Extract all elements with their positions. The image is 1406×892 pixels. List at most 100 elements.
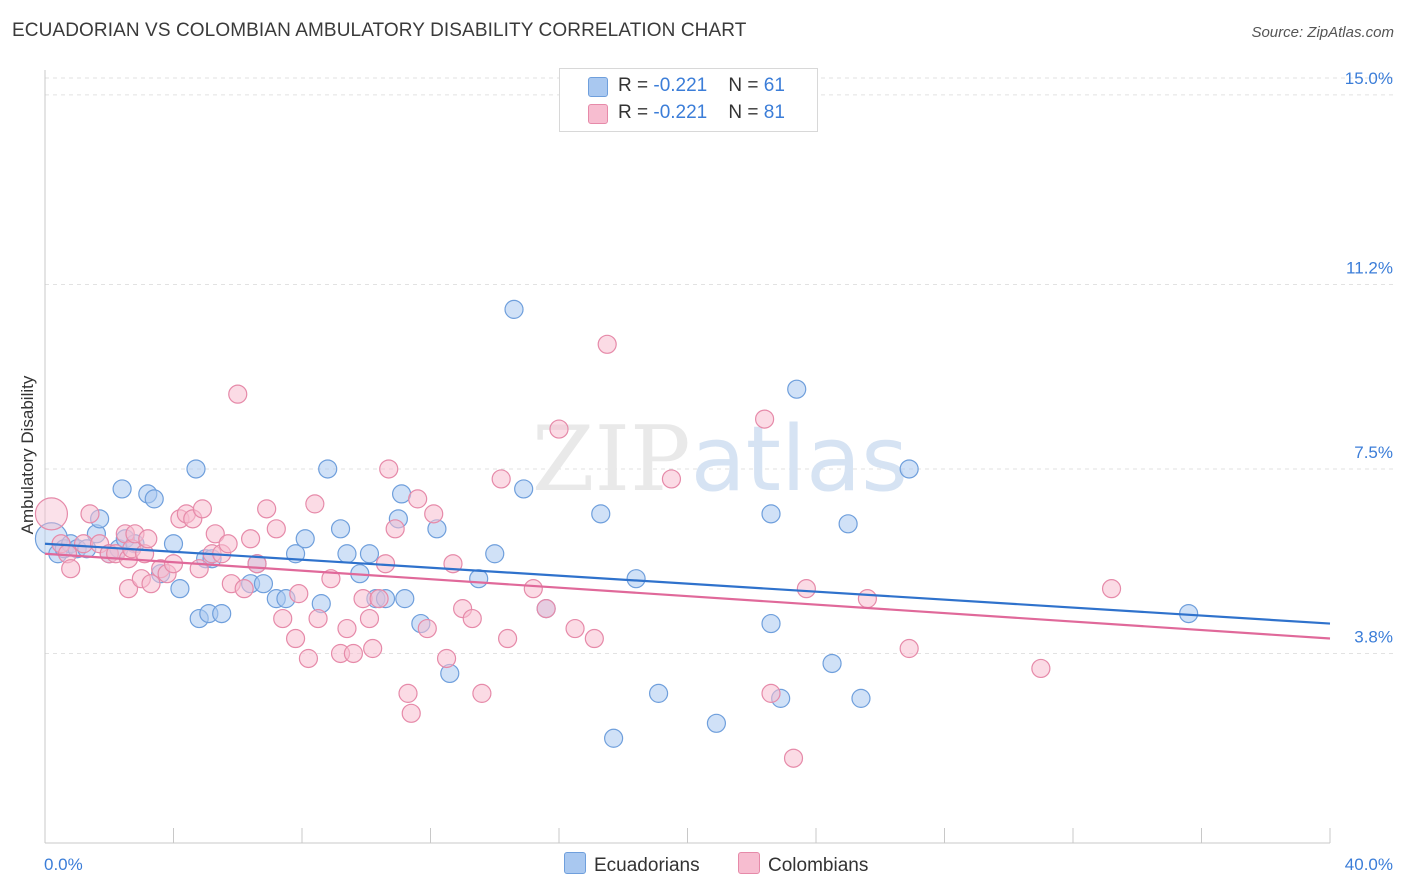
legend-swatch-ecuadorians <box>564 852 586 874</box>
point-colombians <box>498 628 518 649</box>
legend-item-ecuadorians[interactable]: Ecuadorians <box>564 852 700 877</box>
point-ecuadorians <box>112 479 132 499</box>
point-colombians <box>321 569 341 589</box>
point-colombians <box>523 579 543 599</box>
point-colombians <box>273 608 293 629</box>
correlation-legend: R = -0.221 N = 61 R = -0.221 N = 81 <box>559 68 818 132</box>
x-ticks <box>44 828 1331 843</box>
point-colombians <box>1101 579 1122 599</box>
legend-label-ecuadorians: Ecuadorians <box>594 855 700 876</box>
legend-r-label: R = <box>618 102 654 123</box>
point-colombians <box>337 618 357 639</box>
x-tick-label-min: 0.0% <box>44 855 83 874</box>
source-label: Source: ZipAtlas.com <box>1251 24 1394 41</box>
legend-label-colombians: Colombians <box>768 855 869 876</box>
point-colombians <box>549 419 569 439</box>
point-colombians <box>761 683 781 703</box>
point-colombians <box>218 534 238 554</box>
trend-line-ecuadorians <box>44 542 1331 625</box>
point-colombians <box>343 643 363 664</box>
point-colombians <box>298 648 319 669</box>
point-colombians <box>379 459 399 479</box>
point-ecuadorians <box>899 459 919 479</box>
point-ecuadorians <box>706 713 727 733</box>
point-colombians <box>228 384 248 404</box>
point-colombians <box>597 334 617 354</box>
legend-n-label: N = <box>728 75 764 96</box>
x-tick-label-max: 40.0% <box>1345 855 1393 874</box>
point-ecuadorians <box>761 504 781 524</box>
point-colombians <box>472 683 492 703</box>
legend-n-value: 61 <box>763 75 785 96</box>
point-colombians <box>192 499 213 519</box>
point-ecuadorians <box>395 589 415 609</box>
point-colombians <box>462 608 482 629</box>
legend-r-label: R = <box>618 75 654 96</box>
point-ecuadorians <box>330 519 351 539</box>
point-ecuadorians <box>253 574 274 594</box>
y-tick-label: 3.8% <box>1354 627 1393 646</box>
point-colombians <box>34 497 69 531</box>
series-colombians <box>34 334 1122 768</box>
point-colombians <box>857 589 878 609</box>
point-colombians <box>363 638 383 659</box>
point-ecuadorians <box>186 459 206 479</box>
point-colombians <box>241 529 261 549</box>
y-tick-labels: 3.8% 7.5% 11.2% 15.0% <box>1345 69 1393 647</box>
point-ecuadorians <box>604 728 624 748</box>
point-ecuadorians <box>648 683 669 703</box>
point-colombians <box>369 589 389 609</box>
point-ecuadorians <box>504 299 524 319</box>
point-ecuadorians <box>144 489 164 509</box>
point-colombians <box>536 599 556 619</box>
legend-n-value: 81 <box>763 102 785 123</box>
point-ecuadorians <box>514 479 534 499</box>
point-colombians <box>305 494 325 514</box>
legend-n-label: N = <box>728 102 764 123</box>
point-colombians <box>398 683 418 703</box>
point-colombians <box>80 504 100 524</box>
point-colombians <box>1031 658 1051 679</box>
point-colombians <box>285 628 306 649</box>
trend-lines <box>44 542 1331 640</box>
point-colombians <box>899 638 919 659</box>
legend-r-value: -0.221 <box>653 102 708 123</box>
point-colombians <box>61 559 81 579</box>
point-colombians <box>138 529 158 549</box>
point-colombians <box>118 579 139 599</box>
point-colombians <box>359 608 380 629</box>
point-colombians <box>234 579 254 599</box>
watermark-atlas: atlas <box>691 407 909 512</box>
point-colombians <box>417 618 437 639</box>
point-ecuadorians <box>485 544 505 564</box>
point-ecuadorians <box>469 569 489 589</box>
point-ecuadorians <box>337 544 357 564</box>
point-ecuadorians <box>626 569 646 589</box>
point-colombians <box>385 519 405 539</box>
watermark: ZIPatlas <box>532 407 908 512</box>
point-colombians <box>141 574 161 594</box>
point-colombians <box>308 608 328 629</box>
point-colombians <box>73 534 94 554</box>
point-ecuadorians <box>787 379 807 399</box>
legend-swatch-colombians <box>588 104 608 124</box>
point-colombians <box>491 469 511 489</box>
point-colombians <box>436 648 457 669</box>
point-colombians <box>205 524 225 544</box>
point-ecuadorians <box>761 613 781 634</box>
point-ecuadorians <box>822 653 842 674</box>
point-ecuadorians <box>212 603 232 624</box>
point-colombians <box>289 584 309 604</box>
point-ecuadorians <box>318 459 338 479</box>
chart-title: ECUADORIAN VS COLOMBIAN AMBULATORY DISAB… <box>12 20 747 41</box>
y-tick-label: 11.2% <box>1346 258 1393 277</box>
series-ecuadorians <box>34 299 1199 748</box>
point-colombians <box>754 409 775 429</box>
legend-item-colombians[interactable]: Colombians <box>738 852 868 877</box>
point-colombians <box>565 618 585 639</box>
legend-r-value: -0.221 <box>653 75 708 96</box>
y-tick-label: 15.0% <box>1345 69 1393 88</box>
point-ecuadorians <box>163 534 184 554</box>
point-colombians <box>353 589 373 609</box>
